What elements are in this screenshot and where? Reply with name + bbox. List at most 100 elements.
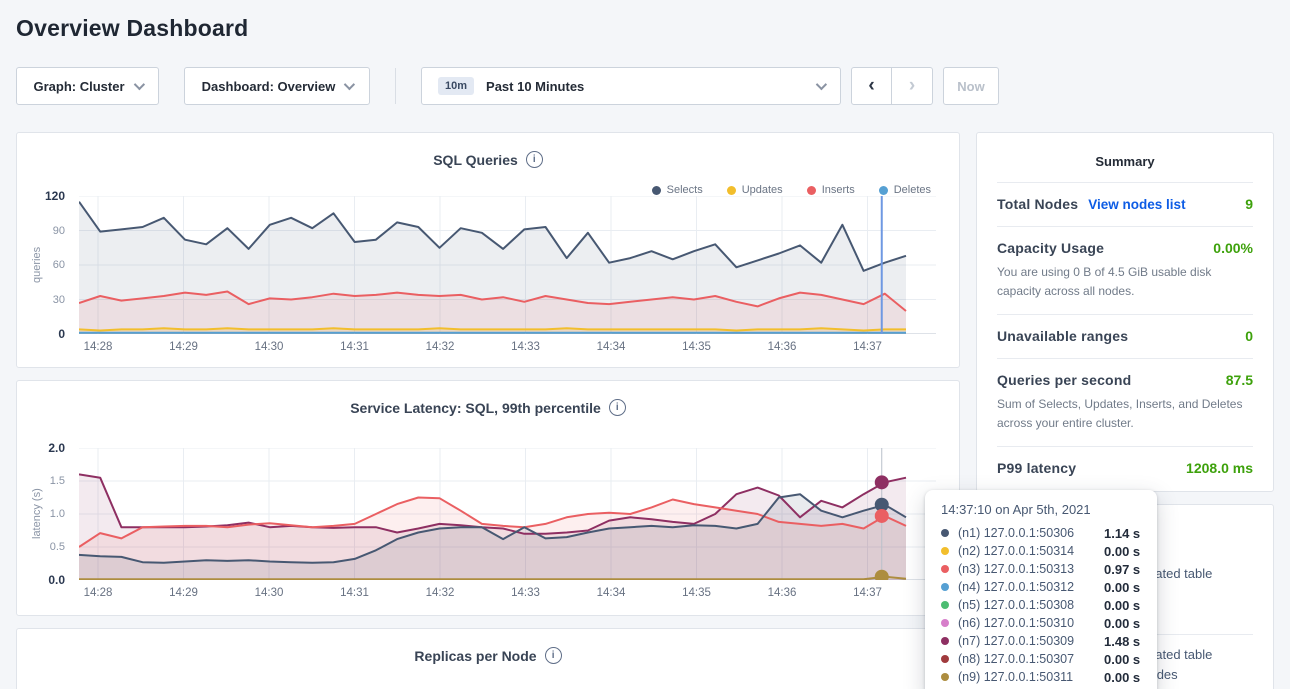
y-tick-label: 0 — [58, 327, 65, 341]
summary-panel: Summary Total Nodes View nodes list 9 Ca… — [976, 132, 1274, 492]
chart-plot[interactable] — [78, 195, 936, 335]
info-icon[interactable]: i — [544, 647, 562, 664]
y-tick-label: 2.0 — [48, 441, 65, 455]
view-nodes-link[interactable]: View nodes list — [1088, 197, 1186, 212]
summary-row-unavailable-ranges: Unavailable ranges 0 — [997, 314, 1253, 358]
chart-title-row: SQL Queries i — [17, 133, 959, 168]
x-tick-label: 14:30 — [254, 341, 284, 353]
dashboard-content: SQL Queries i Selects Updates Inserts Delet… — [0, 132, 1290, 689]
series-line — [79, 575, 907, 581]
summary-row-label: Total Nodes — [997, 196, 1079, 212]
tooltip-node-value: 0.00 s — [1104, 615, 1141, 631]
node-color-dot-icon — [941, 619, 949, 627]
summary-row-value: 9 — [1245, 196, 1253, 212]
summary-row-description: Sum of Selects, Updates, Inserts, and De… — [997, 397, 1243, 430]
charts-column: SQL Queries i Selects Updates Inserts Delet… — [16, 132, 960, 689]
summary-row-value: 87.5 — [1225, 372, 1253, 389]
x-tick-label: 14:29 — [169, 341, 198, 353]
time-prev-button[interactable]: ‹ — [851, 67, 892, 105]
tooltip-row: (n3) 127.0.0.1:50313 0.97 s — [941, 560, 1141, 578]
time-nav-group: ‹ › — [851, 67, 933, 105]
y-axis-ticks: 120 90 60 30 0 — [17, 189, 73, 341]
summary-row-total-nodes: Total Nodes View nodes list 9 — [997, 182, 1253, 226]
time-range-picker[interactable]: 10m Past 10 Minutes — [421, 67, 841, 105]
tooltip-node-value: 1.48 s — [1104, 633, 1141, 649]
x-tick-label: 14:35 — [682, 587, 711, 599]
x-tick-label: 14:31 — [340, 341, 369, 353]
legend-swatch-icon — [806, 185, 816, 195]
node-color-dot-icon — [941, 673, 949, 681]
legend-item[interactable]: Selects — [651, 184, 703, 196]
chart-svg — [78, 195, 936, 335]
legend-label: Deletes — [893, 184, 931, 196]
legend-item[interactable]: Updates — [726, 184, 783, 196]
y-tick-label: 60 — [52, 259, 65, 271]
legend-swatch-icon — [651, 185, 661, 195]
now-button: Now — [943, 67, 999, 105]
summary-row-qps: Queries per second 87.5 Sum of Selects, … — [997, 358, 1253, 446]
x-tick-label: 14:33 — [511, 587, 540, 599]
tooltip-node-value: 0.00 s — [1104, 651, 1141, 667]
x-tick-label: 14:31 — [340, 587, 369, 599]
tooltip-node-name: (n3) 127.0.0.1:50313 — [958, 562, 1075, 576]
summary-row-label: Unavailable ranges — [997, 328, 1129, 345]
legend-label: Inserts — [821, 184, 855, 196]
hover-dot — [874, 475, 889, 490]
chart-plot[interactable] — [78, 447, 936, 584]
legend-label: Updates — [741, 184, 783, 196]
summary-row-value: 0.00% — [1213, 240, 1253, 256]
series-line — [78, 201, 907, 272]
x-tick-label: 14:36 — [767, 587, 797, 599]
x-tick-label: 14:33 — [511, 341, 540, 353]
tooltip-node-name: (n9) 127.0.0.1:50311 — [958, 670, 1074, 684]
graph-dropdown[interactable]: Graph: Cluster — [16, 67, 159, 105]
chart-tooltip: 14:37:10 on Apr 5th, 2021 (n1) 127.0.0.1… — [925, 490, 1157, 689]
tooltip-node-value: 0.00 s — [1104, 543, 1141, 559]
x-tick-label: 14:37 — [853, 587, 882, 599]
chart-title-row: Replicas per Node i — [17, 629, 959, 664]
series-line — [78, 493, 907, 564]
tooltip-node-value: 0.00 s — [1104, 579, 1141, 595]
summary-title: Summary — [1095, 154, 1155, 169]
node-color-dot-icon — [941, 601, 949, 609]
y-tick-label: 90 — [52, 224, 65, 237]
x-tick-label: 14:28 — [83, 587, 113, 599]
tooltip-node-name: (n8) 127.0.0.1:50307 — [958, 652, 1075, 666]
x-tick-label: 14:30 — [254, 587, 284, 599]
tooltip-time: 14:37:10 — [941, 502, 992, 517]
legend-label: Selects — [666, 184, 703, 196]
x-tick-label: 14:29 — [169, 587, 198, 599]
tooltip-node-name: (n1) 127.0.0.1:50306 — [958, 526, 1075, 540]
summary-row-label: Queries per second — [997, 372, 1132, 389]
info-icon[interactable]: i — [608, 399, 626, 416]
x-tick-label: 14:34 — [596, 341, 626, 353]
x-tick-label: 14:32 — [425, 341, 455, 353]
y-tick-label: 1.0 — [49, 508, 65, 520]
y-tick-label: 0.0 — [48, 573, 65, 587]
tooltip-row: (n1) 127.0.0.1:50306 1.14 s — [941, 524, 1141, 542]
legend-item[interactable]: Deletes — [878, 184, 931, 196]
summary-row-value: 1208.0 ms — [1186, 460, 1253, 477]
legend-swatch-icon — [726, 185, 736, 195]
info-icon[interactable]: i — [525, 151, 543, 168]
legend-item[interactable]: Inserts — [806, 184, 855, 196]
graph-dropdown-label: Graph: Cluster — [33, 78, 125, 94]
node-color-dot-icon — [941, 637, 949, 645]
y-tick-label: 120 — [44, 189, 65, 203]
tooltip-row: (n5) 127.0.0.1:50308 0.00 s — [941, 596, 1141, 614]
chart-svg — [78, 447, 936, 584]
summary-row-value: 0 — [1245, 328, 1253, 345]
y-tick-label: 30 — [52, 293, 65, 306]
chevron-down-icon — [815, 78, 828, 91]
tooltip-date: on Apr 5th, 2021 — [995, 502, 1091, 517]
chart-title-row: Service Latency: SQL, 99th percentile i — [17, 381, 959, 416]
y-tick-label: 1.5 — [49, 475, 65, 487]
node-color-dot-icon — [941, 583, 949, 591]
chevron-down-icon — [133, 78, 145, 91]
summary-row-label: P99 latency — [997, 460, 1077, 477]
tooltip-row: (n4) 127.0.0.1:50312 0.00 s — [941, 578, 1141, 596]
dashboard-dropdown[interactable]: Dashboard: Overview — [184, 67, 370, 105]
y-axis-ticks: 2.0 1.5 1.0 0.5 0.0 — [17, 441, 73, 587]
series-area — [79, 474, 906, 580]
toolbar-divider — [395, 68, 396, 104]
